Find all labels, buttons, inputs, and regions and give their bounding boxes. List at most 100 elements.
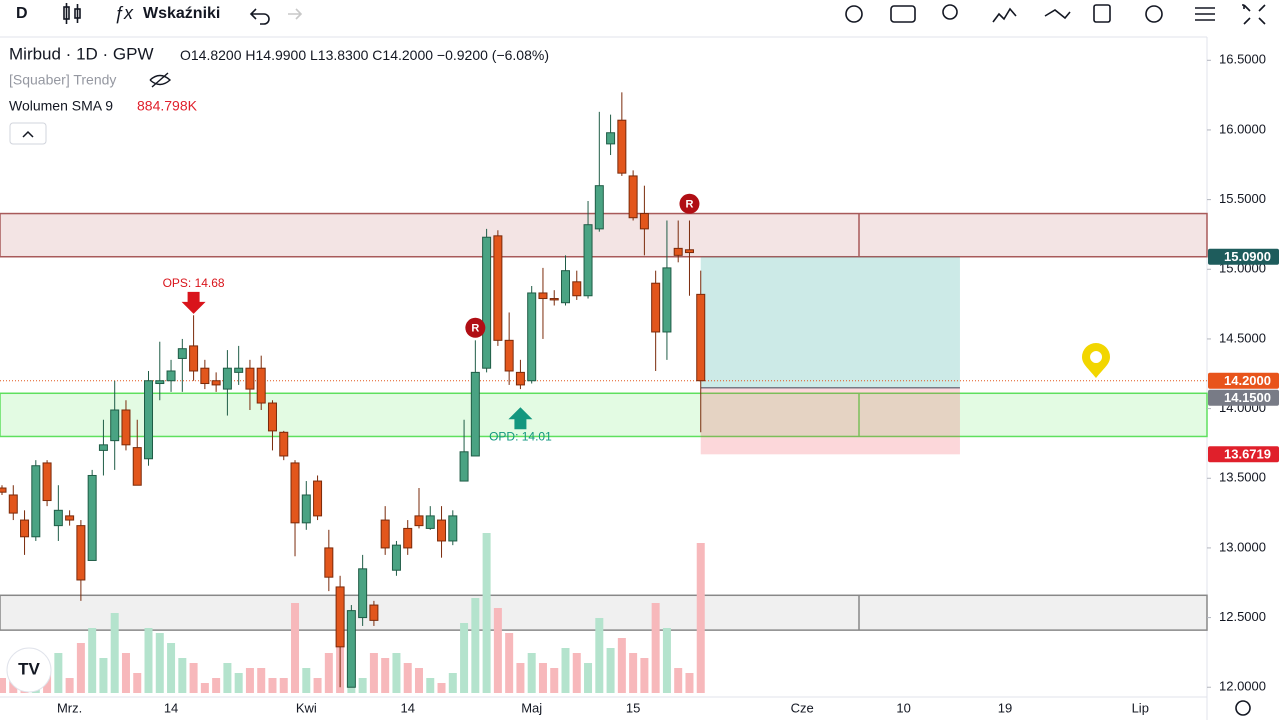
volume-bar (426, 678, 435, 693)
candle-body (144, 380, 154, 460)
candle-body (0, 487, 7, 493)
x-tick-label: 10 (896, 700, 910, 715)
volume-label: Wolumen SMA 9 (9, 98, 113, 114)
volume-bar (200, 683, 209, 693)
compare-icon[interactable] (992, 7, 1017, 23)
volume-bar (392, 653, 401, 693)
indicators-button[interactable]: Wskaźniki (143, 5, 220, 22)
x-tick-label: Lip (1132, 700, 1149, 715)
price-tag-label: 15.0900 (1224, 249, 1271, 264)
candle-body (651, 282, 661, 333)
volume-bar (54, 653, 63, 693)
ohlc: O14.8200 H14.9900 L13.8300 C14.2000 −0.9… (180, 47, 549, 63)
volume-bar (403, 663, 412, 693)
save-icon[interactable] (1093, 4, 1111, 23)
candle-body (166, 370, 176, 382)
volume-bar (696, 543, 705, 693)
marker-label: R (471, 323, 479, 335)
x-tick-label: 14 (164, 700, 178, 715)
price-tag-label: 14.1500 (1224, 390, 1271, 405)
add-icon[interactable] (1145, 5, 1163, 23)
candle-body (448, 515, 458, 542)
settings-icon[interactable] (845, 5, 863, 23)
volume-bar (121, 653, 130, 693)
candle-body (617, 119, 627, 174)
collapse-button[interactable] (9, 122, 47, 145)
candle-body (391, 544, 401, 571)
candle-body (583, 224, 593, 297)
candle-body (482, 236, 492, 369)
volume-bar (493, 608, 502, 693)
candle-body (470, 371, 480, 457)
volume-bar (279, 678, 288, 693)
volume-bar (606, 648, 615, 693)
volume-bar (617, 638, 626, 693)
candle-body (369, 604, 379, 621)
snapshot-icon[interactable] (890, 5, 916, 23)
candle-body (493, 235, 503, 341)
zone (0, 594, 1208, 631)
volume-bar (234, 673, 243, 693)
candle-body (594, 185, 604, 230)
tv-logo: TV (6, 647, 52, 693)
volume-bar (369, 653, 378, 693)
candle-body (98, 444, 108, 451)
candle-body (549, 298, 559, 301)
volume-bar (133, 673, 142, 693)
volume-bar (167, 643, 176, 693)
volume-bar (155, 633, 164, 693)
volume-bar (572, 653, 581, 693)
resistance-marker (679, 193, 700, 214)
y-tick-label: 12.5000 (1219, 609, 1266, 624)
candle-body (132, 447, 142, 486)
layout-icon[interactable] (1195, 7, 1215, 21)
zone (0, 392, 1208, 438)
volume-bar (0, 678, 6, 693)
price-tag-label: 13.6719 (1224, 447, 1271, 462)
volume-bar (110, 613, 119, 693)
candle-body (437, 519, 447, 542)
price-tag-label: 14.2000 (1224, 373, 1271, 388)
collapse-icon (22, 130, 34, 138)
undo-icon[interactable] (249, 8, 270, 25)
volume-bar (640, 658, 649, 693)
volume-bar (313, 678, 322, 693)
candle-body (403, 527, 413, 549)
candle-body (65, 515, 75, 521)
plot: OPS: 14.68 OPD: 14.01 R R 12.0000 12.5000 13.0… (0, 52, 1279, 715)
signal-arrow (181, 291, 206, 314)
x-tick-label: 19 (998, 700, 1012, 715)
interval-button[interactable]: D (16, 5, 28, 22)
y-tick-label: 13.0000 (1219, 539, 1266, 554)
volume-bar (223, 663, 232, 693)
candle-body (313, 480, 323, 517)
fx-icon[interactable]: ƒx (114, 3, 134, 23)
candle-body (346, 610, 356, 688)
volume-bar (437, 683, 446, 693)
candle-body (110, 409, 120, 442)
volume-bar (482, 533, 491, 693)
candle-type-icon[interactable] (63, 3, 81, 24)
loss-zone (700, 387, 960, 455)
candle-body (639, 213, 649, 230)
candle-body (267, 402, 277, 432)
volume-bar (516, 663, 525, 693)
redo-icon[interactable] (288, 8, 303, 20)
volume-bar (76, 643, 85, 693)
fullscreen-icon[interactable] (1242, 4, 1266, 25)
candle-body (290, 462, 300, 524)
x-tick-label: 14 (400, 700, 414, 715)
location-pin (1082, 343, 1110, 378)
alert-icon[interactable] (1044, 9, 1071, 20)
search-icon[interactable] (942, 4, 958, 20)
volume-bar (381, 658, 390, 693)
hide-icon[interactable] (149, 72, 172, 88)
volume-bar (99, 658, 108, 693)
candle-body (211, 380, 221, 386)
volume-bar (584, 663, 593, 693)
axis-settings-icon[interactable] (1235, 700, 1251, 716)
volume-bar (561, 648, 570, 693)
candle-body (324, 547, 334, 578)
y-tick-label: 14.5000 (1219, 330, 1266, 345)
candle-body (606, 132, 616, 145)
